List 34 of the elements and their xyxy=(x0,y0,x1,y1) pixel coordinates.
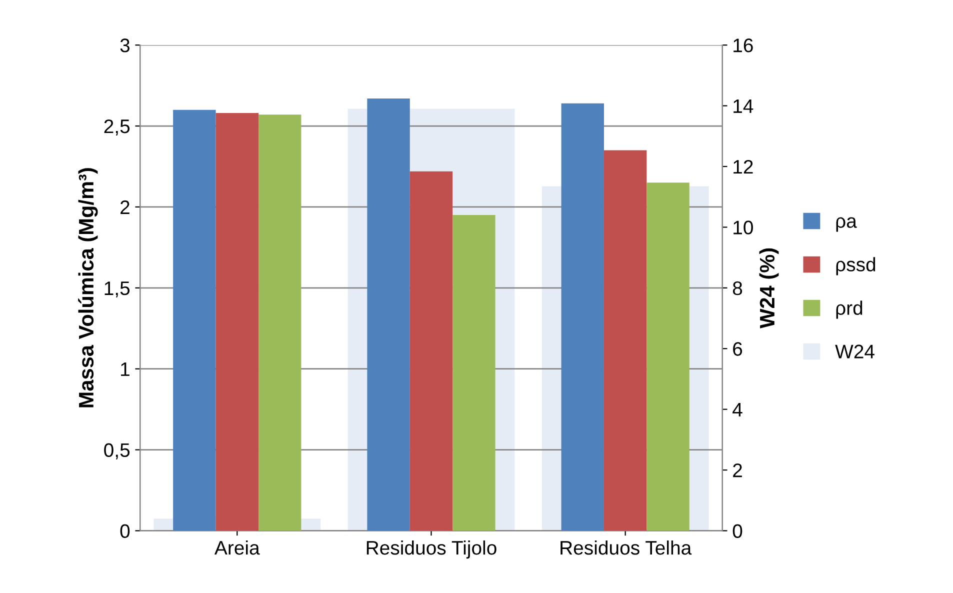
y-tick-label: 0 xyxy=(120,524,130,538)
legend-label: ρssd xyxy=(836,257,876,276)
y2-tick-label: 8 xyxy=(732,281,742,296)
legend-label: W24 xyxy=(835,344,874,358)
bar xyxy=(173,110,216,531)
x-tick-label: Residuos Telha xyxy=(560,540,692,555)
y2-tick-label: 12 xyxy=(734,160,753,174)
y-tick-label: 2 xyxy=(120,200,130,214)
y-tick-label: 1 xyxy=(121,362,130,376)
bar xyxy=(216,113,258,531)
bar xyxy=(452,215,496,531)
bar xyxy=(258,114,302,531)
legend-label: ρrd xyxy=(836,300,862,319)
bar xyxy=(410,171,453,531)
bar xyxy=(646,182,690,531)
y2-tick-label: 10 xyxy=(734,220,753,234)
x-tick-label: Residuos Tijolo xyxy=(366,540,496,559)
y2-tick-label: 2 xyxy=(733,463,742,478)
y2-tick-label: 14 xyxy=(734,99,754,113)
y2-tick-label: 0 xyxy=(732,524,742,538)
y2-tick-label: 16 xyxy=(734,38,753,52)
bar xyxy=(561,103,604,531)
y2-tick-label: 4 xyxy=(732,402,742,416)
legend-label: ρa xyxy=(836,217,857,232)
y-tick-label: 2,5 xyxy=(104,119,130,136)
y-tick-label: 0,5 xyxy=(104,443,130,460)
y-axis-title: Massa Volúmica (Mg/m³) xyxy=(78,168,98,408)
bar xyxy=(604,150,647,531)
y2-axis-title: W24 (%) xyxy=(759,248,779,328)
y-tick-label: 3 xyxy=(120,38,130,52)
y-tick-label: 1,5 xyxy=(104,282,130,298)
y2-tick-label: 6 xyxy=(733,342,742,356)
x-tick-label: Areia xyxy=(214,540,260,555)
bar xyxy=(367,98,410,531)
